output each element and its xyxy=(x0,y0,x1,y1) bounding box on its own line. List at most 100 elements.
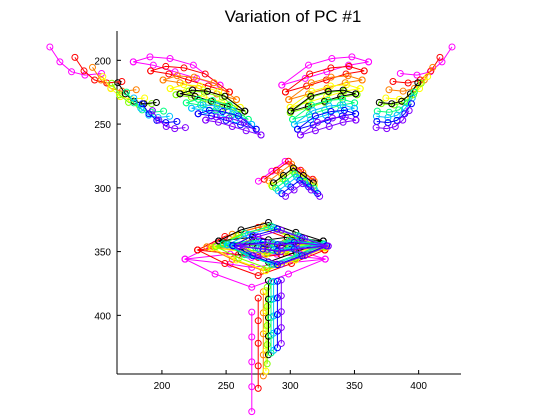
data-point xyxy=(320,97,328,105)
series-line xyxy=(49,46,102,76)
data-point xyxy=(254,362,262,370)
data-point xyxy=(327,73,335,81)
data-point xyxy=(277,260,285,268)
data-point xyxy=(388,100,396,108)
series-line xyxy=(400,46,453,76)
data-point xyxy=(172,91,180,99)
data-point xyxy=(173,117,181,125)
data-point xyxy=(68,68,76,76)
series-line xyxy=(133,56,221,86)
series-line xyxy=(198,109,257,130)
y-tick-label: 250 xyxy=(94,120,111,131)
data-point xyxy=(194,246,202,254)
data-point xyxy=(277,276,285,284)
data-point xyxy=(290,120,298,128)
series-line xyxy=(238,242,329,247)
series-line xyxy=(292,98,355,120)
data-point xyxy=(277,226,285,234)
data-point xyxy=(385,108,393,116)
data-point xyxy=(414,79,422,87)
data-point xyxy=(123,88,131,96)
data-point xyxy=(248,308,256,316)
data-point xyxy=(417,79,425,87)
data-point xyxy=(305,61,313,69)
data-point xyxy=(71,53,79,61)
series-line xyxy=(198,113,257,130)
series-line xyxy=(297,109,356,130)
data-point xyxy=(166,55,174,63)
series-line xyxy=(151,110,186,130)
data-point xyxy=(248,358,256,366)
series-line xyxy=(170,88,241,108)
data-point xyxy=(399,87,407,95)
series-line xyxy=(288,75,363,101)
series-line xyxy=(292,102,355,120)
y-tick-label: 350 xyxy=(94,248,111,259)
data-point xyxy=(405,107,413,115)
data-point xyxy=(301,235,309,243)
data-point xyxy=(225,101,233,109)
data-point xyxy=(404,79,412,87)
data-point xyxy=(324,242,332,250)
data-point xyxy=(254,177,262,185)
series-line xyxy=(186,98,249,120)
data-point xyxy=(211,270,219,278)
series-line xyxy=(179,89,246,112)
data-point xyxy=(189,86,197,94)
data-point xyxy=(301,252,309,260)
data-point xyxy=(208,244,216,252)
data-point xyxy=(155,116,163,124)
data-point xyxy=(273,344,281,352)
data-point xyxy=(225,114,233,122)
series-line xyxy=(376,97,413,119)
series-line xyxy=(300,116,357,136)
data-point xyxy=(194,95,202,103)
data-point xyxy=(257,131,265,139)
data-point xyxy=(339,86,347,94)
data-point xyxy=(228,230,236,238)
data-point xyxy=(88,63,96,71)
data-point xyxy=(212,242,220,250)
data-point xyxy=(296,131,304,139)
data-point xyxy=(438,58,446,66)
series-line xyxy=(290,94,358,114)
chart-title: Variation of PC #1 xyxy=(225,7,362,26)
data-point xyxy=(286,103,294,111)
data-point xyxy=(228,123,236,131)
data-point xyxy=(448,43,456,51)
data-point xyxy=(327,64,335,72)
data-point xyxy=(270,312,278,320)
data-point xyxy=(288,160,296,168)
data-point xyxy=(196,82,204,90)
data-point xyxy=(268,183,276,191)
data-point xyxy=(160,107,168,115)
data-point xyxy=(436,53,444,61)
data-point xyxy=(304,102,312,110)
data-point xyxy=(241,107,249,115)
data-point xyxy=(382,94,390,102)
data-point xyxy=(132,86,140,94)
data-point xyxy=(166,85,174,93)
series-line xyxy=(285,65,365,93)
series-line xyxy=(205,119,262,136)
data-point xyxy=(311,127,319,135)
data-point xyxy=(287,107,295,115)
data-point xyxy=(260,175,268,183)
data-point xyxy=(372,124,380,132)
data-point xyxy=(263,341,271,349)
data-point xyxy=(180,81,188,89)
data-point xyxy=(340,106,348,114)
series-line xyxy=(281,56,369,86)
data-point xyxy=(148,107,156,115)
data-point xyxy=(130,94,138,102)
series-line xyxy=(191,104,252,125)
data-point xyxy=(351,99,359,107)
data-point xyxy=(270,295,278,303)
data-point xyxy=(262,367,270,375)
series-line xyxy=(290,90,358,114)
series-line xyxy=(281,61,369,86)
data-point xyxy=(270,329,278,337)
data-point xyxy=(277,247,285,255)
series-line xyxy=(281,179,318,194)
data-point xyxy=(385,86,393,94)
